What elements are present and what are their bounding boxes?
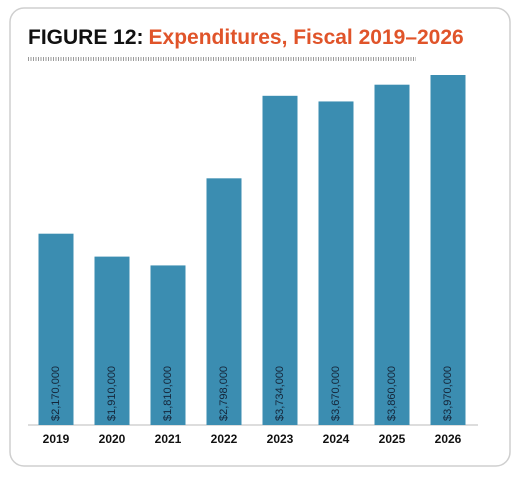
bar (262, 95, 298, 426)
bar (38, 233, 74, 425)
x-tick-label: 2023 (267, 432, 294, 446)
value-label: $2,798,000 (218, 366, 230, 421)
bar (374, 84, 410, 426)
value-label: $1,910,000 (106, 366, 118, 421)
value-label: $3,670,000 (330, 366, 342, 421)
bar (206, 178, 242, 425)
value-label: $3,970,000 (442, 366, 454, 421)
bar (318, 101, 354, 425)
bar (150, 265, 186, 425)
value-label: $3,860,000 (386, 366, 398, 421)
x-tick-label: 2019 (43, 432, 70, 446)
x-tick-label: 2026 (435, 432, 462, 446)
x-tick-label: 2021 (155, 432, 182, 446)
x-tick-label: 2024 (323, 432, 350, 446)
x-tick-label: 2020 (99, 432, 126, 446)
figure-label: FIGURE 12: (28, 26, 144, 49)
bar (94, 256, 130, 425)
value-label: $3,734,000 (274, 366, 286, 421)
value-label: $1,810,000 (162, 366, 174, 421)
value-label: $2,170,000 (50, 366, 62, 421)
x-tick-label: 2022 (211, 432, 238, 446)
chart-title: FIGURE 12: Expenditures, Fiscal 2019–2026 (28, 26, 464, 49)
x-tick-label: 2025 (379, 432, 406, 446)
title-text: Expenditures, Fiscal 2019–2026 (149, 26, 464, 49)
bar (430, 75, 466, 425)
